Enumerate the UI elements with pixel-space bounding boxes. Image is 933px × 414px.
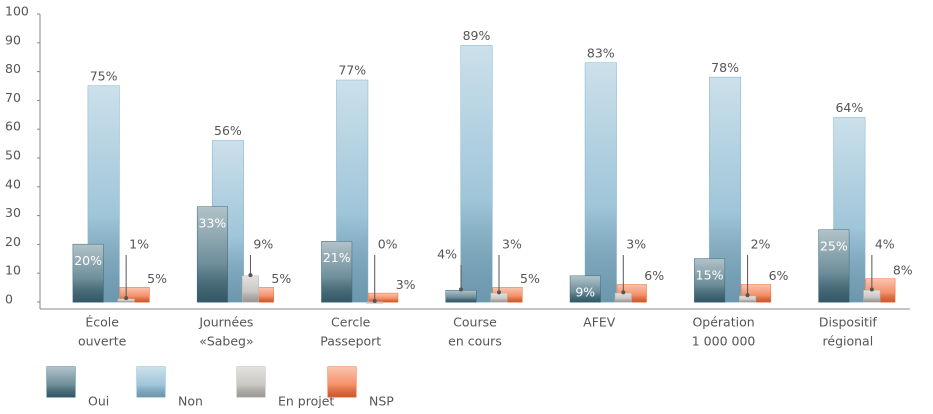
y-tick-label: 50	[5, 148, 21, 163]
y-tick-label: 10	[5, 263, 21, 278]
bar-shine	[739, 296, 756, 302]
x-tick-label: 1 000 000	[692, 334, 756, 349]
x-tick-label: Course	[453, 315, 497, 330]
x-tick-label: École	[85, 315, 119, 330]
x-tick-label: Dispositif	[819, 315, 878, 330]
value-label: 0%	[378, 237, 398, 252]
bar-shine	[491, 293, 507, 302]
legend-label: Oui	[88, 394, 109, 409]
value-label: 3%	[396, 277, 416, 292]
x-tick-label: Cercle	[331, 315, 371, 330]
value-label: 64%	[835, 100, 863, 115]
y-tick-label: 40	[5, 176, 21, 191]
legend-swatch-shine	[47, 367, 75, 397]
legend-label: En projet	[278, 394, 334, 409]
bar-shine	[863, 290, 880, 302]
value-label: 5%	[520, 271, 540, 286]
x-tick-label: Passeport	[320, 334, 381, 349]
value-label: 33%	[199, 215, 227, 230]
leader-dot	[869, 287, 874, 292]
y-tick-label: 0	[5, 292, 13, 307]
bar-shine	[570, 276, 601, 302]
value-label: 8%	[893, 262, 913, 277]
legend-label: Non	[178, 394, 203, 409]
legend-label: NSP	[369, 394, 394, 409]
bar-shine	[197, 206, 228, 302]
y-tick-label: 20	[5, 234, 21, 249]
leader-dot	[372, 299, 377, 303]
value-label: 77%	[338, 63, 366, 78]
x-tick-label: ouverte	[78, 334, 127, 349]
y-tick-label: 90	[5, 32, 21, 47]
bar-shine	[368, 293, 398, 302]
leader-dot	[745, 293, 750, 298]
x-tick-label: Opération	[692, 315, 754, 330]
value-label: 9%	[253, 237, 273, 252]
leader-dot	[621, 290, 626, 295]
y-tick-label: 60	[5, 119, 21, 134]
x-tick-label: Journées	[198, 315, 253, 330]
value-label: 6%	[769, 268, 789, 283]
leader-dot	[248, 273, 253, 278]
bar-shine	[73, 244, 104, 302]
value-label: 3%	[626, 237, 646, 252]
bar-shine	[461, 45, 492, 303]
leader-dot	[497, 290, 501, 295]
value-label: 5%	[271, 271, 291, 286]
y-tick-label: 100	[5, 4, 29, 19]
value-label: 25%	[820, 239, 848, 254]
x-tick-label: AFEV	[583, 315, 616, 330]
leader-dot	[124, 296, 129, 301]
value-label: 9%	[575, 285, 595, 300]
bar-shine	[818, 230, 849, 302]
x-tick-label: en cours	[448, 334, 502, 349]
x-tick-label: régional	[823, 334, 874, 349]
bar-shine	[242, 276, 259, 302]
x-tick-label: «Sabeg»	[199, 334, 253, 349]
leader-dot	[459, 287, 463, 292]
y-tick-label: 80	[5, 61, 21, 76]
value-label: 3%	[502, 237, 522, 252]
legend-swatch-shine	[137, 367, 165, 397]
bar-shine	[694, 258, 725, 302]
value-label: 20%	[74, 253, 102, 268]
bar-shine	[118, 299, 135, 302]
value-label: 15%	[696, 267, 724, 282]
value-label: 75%	[90, 69, 118, 84]
value-label: 78%	[711, 60, 739, 75]
value-label: 4%	[437, 247, 457, 262]
bar-shine	[446, 290, 476, 302]
bar-shine	[615, 293, 632, 302]
value-label: 6%	[644, 268, 664, 283]
value-label: 1%	[129, 237, 149, 252]
value-label: 21%	[323, 250, 351, 265]
value-label: 56%	[214, 123, 242, 138]
legend-swatch-shine	[328, 367, 356, 397]
bar-shine	[321, 241, 352, 302]
value-label: 5%	[147, 271, 167, 286]
bar-shine	[585, 62, 617, 303]
legend-swatch-shine	[237, 367, 265, 397]
value-label: 2%	[751, 237, 771, 252]
y-tick-label: 30	[5, 205, 21, 220]
value-label: 89%	[463, 28, 491, 43]
value-label: 4%	[875, 237, 895, 252]
y-tick-label: 70	[5, 90, 21, 105]
value-label: 83%	[587, 45, 615, 60]
